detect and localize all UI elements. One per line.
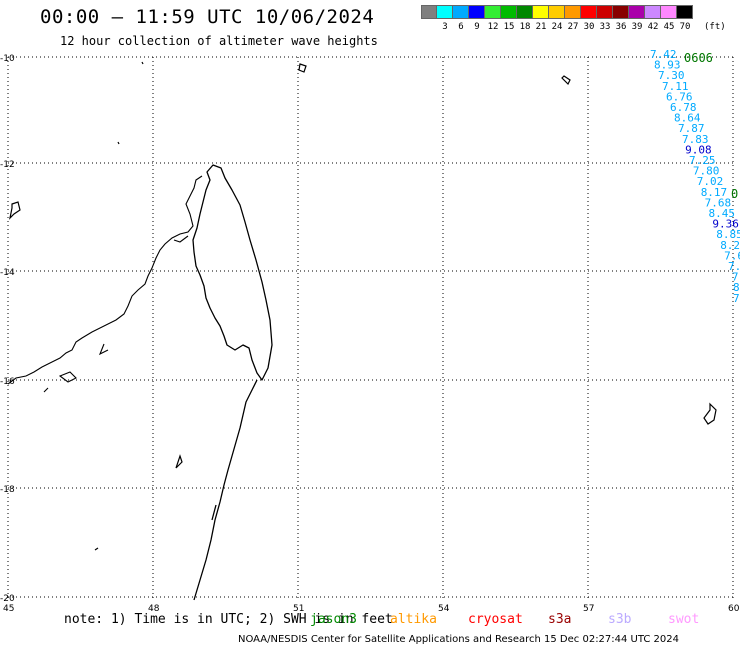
latitude-label: -12 (0, 160, 15, 170)
colorbar-swatch (613, 5, 629, 19)
colorbar-swatch (517, 5, 533, 19)
satellite-legend-s3a: s3a (548, 612, 572, 627)
track-value-label: 7.68 (705, 196, 732, 209)
colorbar-swatch (437, 5, 453, 19)
track-value-label: 8.45 (709, 207, 736, 220)
colorbar-swatch (661, 5, 677, 19)
colorbar-tick-label: 12 (487, 22, 499, 32)
colorbar-swatch (581, 5, 597, 19)
colorbar-swatch (453, 5, 469, 19)
latitude-labels: -10 -12 -14 -16 -18 -20 (0, 54, 15, 604)
track-value-label: 6.78 (670, 101, 697, 114)
colorbar-tick-label: 24 (551, 22, 563, 32)
page-title: 00:00 – 11:59 UTC 10/06/2024 (40, 6, 375, 28)
track-value-label: 7.87 (678, 122, 705, 135)
longitude-label: 48 (148, 604, 160, 614)
colorbar-swatch (549, 5, 565, 19)
longitude-label: 54 (438, 604, 450, 614)
track-value-label: 7.11 (662, 80, 689, 93)
track-value-label: 8.93 (654, 59, 681, 72)
track-value-label: 7.02 (697, 175, 724, 188)
colorbar-swatch (501, 5, 517, 19)
colorbar-tick-label: 6 (458, 22, 464, 32)
longitude-labels: 45 48 51 54 57 60 (3, 604, 740, 614)
colorbar-swatch (597, 5, 613, 19)
pass-time-label: 0606 (684, 51, 713, 65)
colorbar-tick-label: 70 (679, 22, 691, 32)
colorbar-swatch (533, 5, 549, 19)
credit-footer: NOAA/NESDIS Center for Satellite Applica… (238, 634, 680, 645)
track-value-label: 7.80 (693, 165, 720, 178)
latitude-label: -18 (0, 485, 15, 495)
colorbar-swatch (565, 5, 581, 19)
satellite-legend-cryosat: cryosat (468, 612, 523, 627)
colorbar-tick-label: 21 (535, 22, 547, 32)
track-value-label: 7.25 (689, 154, 716, 167)
track-value-label: 7.30 (658, 69, 685, 82)
track-value-label: 7.6 (728, 260, 740, 273)
colorbar-tick-label: 18 (519, 22, 531, 32)
track-value-label: 8 (733, 281, 740, 294)
altimeter-track-values: 7.428.937.307.116.766.788.647.877.839.08… (650, 48, 740, 305)
coastline-madagascar (192, 164, 273, 601)
track-value-label: 7 (733, 292, 740, 305)
colorbar-tick-label: 36 (615, 22, 627, 32)
track-value-label: 8.85 (716, 228, 740, 241)
colorbar-tick-label: 3 (442, 22, 448, 32)
colorbar-unit: (ft) (704, 22, 726, 32)
longitude-label: 57 (583, 604, 594, 614)
track-value-label: 7.62 (724, 249, 740, 262)
latitude-label: -14 (0, 268, 15, 278)
colorbar-swatch (677, 5, 693, 19)
colorbar-tick-label: 30 (583, 22, 595, 32)
longitude-label: 51 (293, 604, 304, 614)
satellite-legend-s3b: s3b (608, 612, 632, 627)
track-value-label: 8.17 (701, 186, 728, 199)
longitude-label: 45 (3, 604, 14, 614)
track-value-label: 7.42 (650, 48, 677, 61)
track-value-label: 9.36 (712, 218, 739, 231)
colorbar-tick-labels: 3 6 9 12 15 18 21 24 27 30 33 36 39 42 45 70 (421, 22, 693, 32)
page-subtitle: 12 hour collection of altimeter wave hei… (60, 34, 378, 48)
colorbar-swatch (485, 5, 501, 19)
map-graticule (7, 56, 734, 600)
pass-time-label-partial: 0 (731, 187, 738, 201)
track-value-label: 7 (732, 271, 739, 284)
latitude-label: -10 (0, 54, 15, 64)
colorbar-tick-label: 9 (474, 22, 480, 32)
track-value-label: 8.64 (674, 112, 701, 125)
colorbar-tick-label: 27 (567, 22, 579, 32)
track-value-label: 6.76 (666, 90, 693, 103)
satellite-legend-jason3: jason3 (310, 612, 357, 627)
colorbar-tick-label: 39 (631, 22, 643, 32)
latitude-label: -20 (0, 594, 15, 604)
colorbar-legend (421, 5, 693, 19)
track-value-label: 9.08 (685, 143, 712, 156)
colorbar-tick-label: 15 (503, 22, 515, 32)
islands (9, 61, 717, 551)
colorbar-swatch (645, 5, 661, 19)
track-value-label: 7.83 (682, 133, 709, 146)
colorbar-tick-label: 42 (647, 22, 659, 32)
satellite-legend-swot: swot (668, 612, 700, 627)
track-value-label: 8.29 (720, 239, 740, 252)
colorbar-tick-label: 45 (663, 22, 675, 32)
colorbar-swatch (469, 5, 485, 19)
satellite-legend-altika: altika (390, 612, 437, 627)
longitude-label: 60 (728, 604, 740, 614)
legend-note: note: 1) Time is in UTC; 2) SWH is in fe… (64, 612, 393, 627)
colorbar-tick-label: 33 (599, 22, 611, 32)
colorbar-swatch (629, 5, 645, 19)
coastline-africa (7, 175, 203, 393)
colorbar-swatch (421, 5, 437, 19)
latitude-label: -16 (0, 377, 15, 387)
